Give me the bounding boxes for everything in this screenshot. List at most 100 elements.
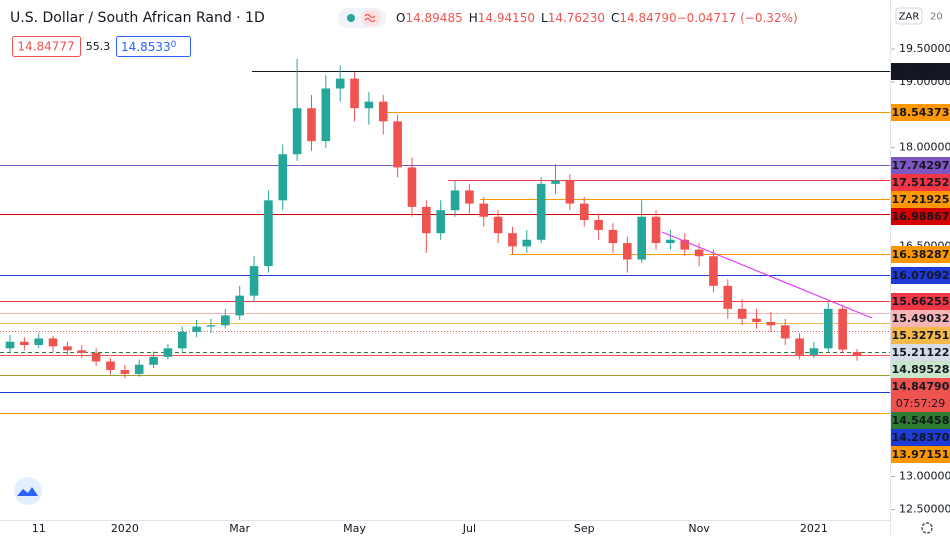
candle-body	[235, 295, 245, 316]
candle-body	[838, 308, 847, 350]
x-tick-label: May	[343, 522, 366, 535]
status-dot	[347, 14, 355, 22]
candle-body	[77, 350, 87, 353]
level-label-bg	[891, 361, 950, 378]
level-label-bg	[891, 412, 950, 429]
candle-body	[292, 108, 302, 155]
legend-value: 14.76230	[548, 11, 605, 25]
ask-main: 14.8533	[121, 40, 171, 54]
candle-body	[608, 229, 618, 244]
candle-body	[436, 210, 445, 234]
candle-body	[48, 338, 58, 347]
level-label-bg	[891, 208, 950, 225]
legend-value: −0.04717 (−0.32%)	[677, 11, 798, 25]
legend-key: C	[611, 11, 619, 25]
candle-body	[249, 266, 259, 296]
x-tick-label: 2021	[800, 522, 828, 535]
candle-body	[192, 326, 201, 332]
level-label-bg	[891, 191, 950, 208]
level-label-bg	[891, 104, 950, 121]
legend-value: 14.89485	[405, 11, 462, 25]
candle-body	[120, 370, 130, 374]
candle-body	[694, 249, 704, 257]
ohlc-legend: O14.89485 H14.94150 L14.76230 C14.84790−0.0…	[396, 11, 798, 25]
candle-body	[680, 239, 690, 250]
candle-body	[508, 233, 517, 247]
level-label-bg	[891, 310, 950, 327]
candle-body	[5, 341, 15, 349]
candle-body	[321, 88, 331, 142]
countdown: 07:57:29	[896, 397, 945, 410]
chart-title: U.S. Dollar / South African Rand · 1D	[10, 10, 265, 26]
candle-body	[737, 308, 747, 319]
candle-body	[465, 190, 474, 204]
axis-top-label: 20	[930, 12, 943, 23]
candle-body	[780, 325, 790, 339]
level-label: 14.54458	[892, 414, 950, 427]
level-label: 16.07092	[892, 269, 950, 282]
plot-area	[0, 58, 890, 414]
x-tick-label: 2020	[111, 522, 139, 535]
candle-body	[709, 256, 718, 286]
candle-body	[34, 338, 44, 346]
level-label-bg	[891, 157, 950, 174]
candle-body	[594, 220, 603, 230]
logo[interactable]	[14, 477, 42, 505]
legend-value: 14.94150	[478, 11, 535, 25]
ask-box[interactable]	[116, 36, 191, 57]
candle-body	[795, 338, 804, 355]
level-label-bg	[891, 378, 950, 412]
level-label: 19.16877	[892, 65, 950, 78]
candle-body	[364, 101, 374, 109]
candle-body	[823, 308, 833, 349]
x-tick-label: Nov	[688, 522, 710, 535]
level-label: 15.49032	[892, 312, 950, 325]
settings-icon[interactable]	[921, 522, 933, 534]
x-tick-label: Mar	[229, 522, 250, 535]
trend-line	[661, 231, 873, 319]
candle-body	[278, 154, 288, 201]
ask-price: 14.85330	[121, 40, 177, 54]
candle-body	[551, 180, 560, 184]
level-label: 14.84790	[892, 380, 950, 393]
y-tick-label: 18.00000	[899, 141, 950, 154]
candle-body	[221, 315, 230, 326]
candle-body	[450, 190, 460, 211]
candle-body	[63, 346, 72, 351]
candle-body	[536, 183, 546, 240]
candle-body	[350, 78, 359, 109]
bid-box[interactable]	[12, 36, 81, 57]
level-label-bg	[891, 344, 950, 361]
ask-tail: 0	[171, 40, 177, 50]
level-label: 18.54373	[892, 106, 950, 119]
currency: ZAR	[899, 12, 920, 23]
logo-mark	[17, 487, 38, 496]
currency-box[interactable]	[895, 7, 923, 25]
candle-body	[106, 361, 115, 371]
candle-body	[622, 243, 632, 260]
candle-body	[177, 331, 187, 349]
candle-body	[206, 325, 216, 327]
level-label: 15.66255	[892, 295, 950, 308]
candle-body	[637, 216, 646, 260]
level-label: 17.74297	[892, 159, 950, 172]
candle-body	[666, 239, 675, 244]
legend-key: L	[541, 11, 548, 25]
level-label: 14.28370	[892, 431, 950, 444]
legend-key: O	[396, 11, 405, 25]
candle-body	[752, 318, 761, 322]
candle-body	[20, 341, 29, 346]
candle-body	[651, 216, 661, 244]
candle-body	[393, 121, 402, 168]
y-tick-label: 13.00000	[899, 470, 950, 483]
x-tick-label: 11	[32, 522, 46, 535]
x-tick-label: Jul	[462, 522, 476, 535]
candle-body	[522, 239, 532, 247]
candle-body	[479, 203, 489, 217]
legend-value: 14.84790	[619, 11, 676, 25]
level-label: 16.38287	[892, 248, 950, 261]
candle-body	[422, 206, 431, 234]
candle-body	[809, 348, 819, 355]
